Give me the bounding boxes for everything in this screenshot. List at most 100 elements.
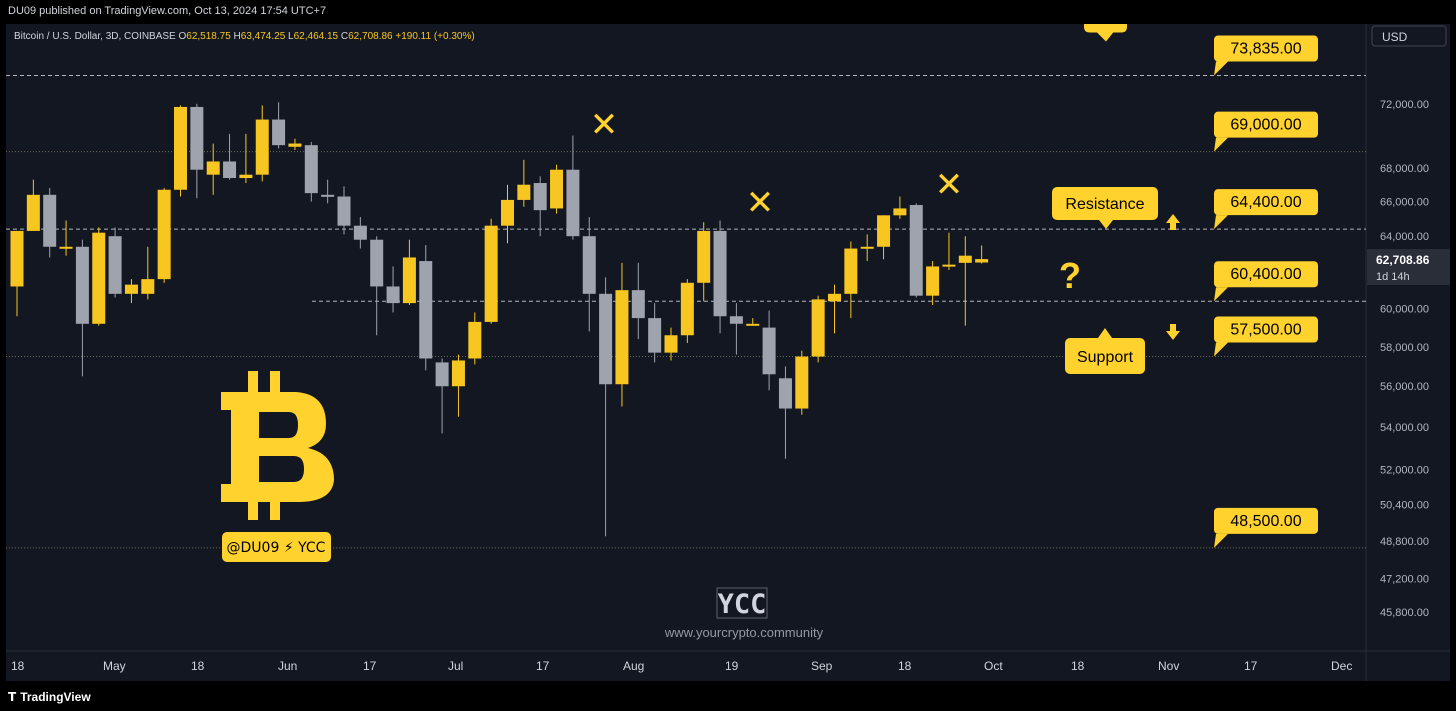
- candle-body: [206, 161, 220, 175]
- rejection-x-icon: ✕: [746, 183, 775, 223]
- ycc-watermark-logo: YCC: [718, 589, 767, 620]
- candle-body: [893, 208, 907, 216]
- candle-body: [958, 255, 972, 263]
- candle-body: [697, 230, 711, 283]
- ath-callout-box: [1084, 24, 1127, 33]
- y-tick-label: 54,000.00: [1380, 422, 1429, 434]
- candle-body: [566, 169, 580, 237]
- level-callout: 57,500.00: [1214, 316, 1318, 357]
- y-tick-label: 52,000.00: [1380, 465, 1429, 477]
- candle-body: [108, 236, 122, 294]
- last-price-label: 62,708.86: [1376, 253, 1430, 267]
- candle-body: [370, 239, 384, 287]
- candle-body: [615, 290, 629, 385]
- level-price-label: 57,500.00: [1230, 322, 1301, 339]
- symbol-info: Bitcoin / U.S. Dollar, 3D, COINBASE O62,…: [14, 31, 475, 42]
- low-value: 62,464.15: [294, 31, 341, 42]
- price-chart[interactable]: Bitcoin / U.S. Dollar, 3D, COINBASE O62,…: [6, 24, 1450, 681]
- chart-pane[interactable]: Bitcoin / U.S. Dollar, 3D, COINBASE O62,…: [6, 24, 1450, 681]
- candle-body: [664, 335, 678, 353]
- low-label: L: [288, 31, 294, 42]
- candle-body: [26, 194, 40, 231]
- candle-body: [59, 246, 73, 249]
- author-tag-box: [222, 532, 331, 562]
- tradingview-logo-icon: 𝗧: [8, 690, 17, 704]
- level-callout-pointer: [1214, 342, 1228, 357]
- level-callout-box: [1214, 261, 1318, 288]
- candle-body: [255, 119, 269, 175]
- candle-body: [43, 194, 57, 247]
- symbol-name: Bitcoin / U.S. Dollar, 3D, COINBASE: [14, 31, 179, 42]
- candle-body: [599, 293, 613, 385]
- support-label: Support: [1077, 349, 1134, 366]
- candle-body: [975, 259, 989, 263]
- level-callout: 73,835.00: [1214, 35, 1318, 76]
- level-price-label: 60,400.00: [1230, 266, 1301, 283]
- candle-body: [713, 230, 727, 317]
- y-tick-label: 68,000.00: [1380, 163, 1429, 175]
- resistance-callout-box: [1052, 187, 1158, 220]
- y-tick-label: 50,400.00: [1380, 500, 1429, 512]
- y-tick-label: 56,000.00: [1380, 381, 1429, 393]
- candle-body: [550, 169, 564, 209]
- ath-callout-pointer: [1096, 31, 1114, 42]
- candle-body: [746, 323, 760, 326]
- candle-body: [190, 106, 204, 170]
- candle-body: [844, 248, 858, 294]
- rejection-x-icon: ✕: [935, 165, 964, 205]
- y-tick-label: 47,200.00: [1380, 573, 1429, 585]
- bitcoin-icon-bar: [270, 371, 280, 397]
- footer-bar: [0, 683, 1456, 711]
- x-tick-label: Jun: [278, 659, 297, 673]
- level-callout-pointer: [1214, 137, 1228, 152]
- candle-body: [762, 327, 776, 375]
- ycc-watermark-frame: [716, 587, 768, 619]
- candle-body: [435, 362, 449, 387]
- candle-body: [501, 199, 514, 226]
- level-callout: 64,400.00: [1214, 189, 1318, 230]
- candle-body: [484, 225, 498, 322]
- level-callout-box: [1214, 189, 1318, 216]
- bitcoin-icon-bar: [270, 492, 280, 520]
- x-tick-label: 18: [11, 659, 25, 673]
- tradingview-brand[interactable]: 𝗧 TradingView: [8, 690, 91, 704]
- candle-body: [402, 257, 416, 304]
- candle-body: [795, 356, 809, 409]
- bitcoin-icon: [221, 371, 334, 520]
- y-tick-label: 48,800.00: [1380, 536, 1429, 548]
- y-tick-label: 64,000.00: [1380, 231, 1429, 243]
- candle-body: [157, 189, 171, 280]
- candle-body: [419, 261, 433, 359]
- candle-body: [451, 360, 465, 387]
- support-callout-pointer: [1098, 328, 1112, 338]
- x-tick-label: Dec: [1331, 659, 1352, 673]
- level-callout: 60,400.00: [1214, 261, 1318, 302]
- level-callout: 48,500.00: [1214, 507, 1318, 548]
- close-value: 62,708.86: [348, 31, 395, 42]
- candle-body: [141, 279, 155, 294]
- bitcoin-icon-letter: [221, 392, 334, 502]
- candle-body: [582, 236, 596, 294]
- candle-body: [92, 232, 106, 324]
- candle-body: [942, 264, 956, 267]
- ath-label: ATH: [1092, 24, 1117, 26]
- y-tick-label: 58,000.00: [1380, 342, 1429, 354]
- close-label: C: [341, 31, 348, 42]
- candle-body: [337, 196, 351, 226]
- candle-body: [648, 318, 662, 353]
- level-price-label: 73,835.00: [1230, 41, 1301, 58]
- candle-body: [517, 184, 531, 200]
- currency-button[interactable]: [1371, 25, 1447, 47]
- tradingview-brand-label: TradingView: [20, 690, 91, 704]
- x-tick-label: Nov: [1158, 659, 1179, 673]
- x-tick-label: Aug: [623, 659, 644, 673]
- y-tick-label: 66,000.00: [1380, 197, 1429, 209]
- y-tick-label: 60,000.00: [1380, 304, 1429, 316]
- resistance-callout-pointer: [1099, 220, 1113, 229]
- question-mark-annotation: ?: [1059, 255, 1081, 296]
- level-callout-pointer: [1214, 61, 1228, 76]
- level-callout-pointer: [1214, 215, 1228, 230]
- bitcoin-icon-bar: [248, 371, 258, 397]
- level-callout-box: [1214, 35, 1318, 62]
- level-callout-pointer: [1214, 533, 1228, 548]
